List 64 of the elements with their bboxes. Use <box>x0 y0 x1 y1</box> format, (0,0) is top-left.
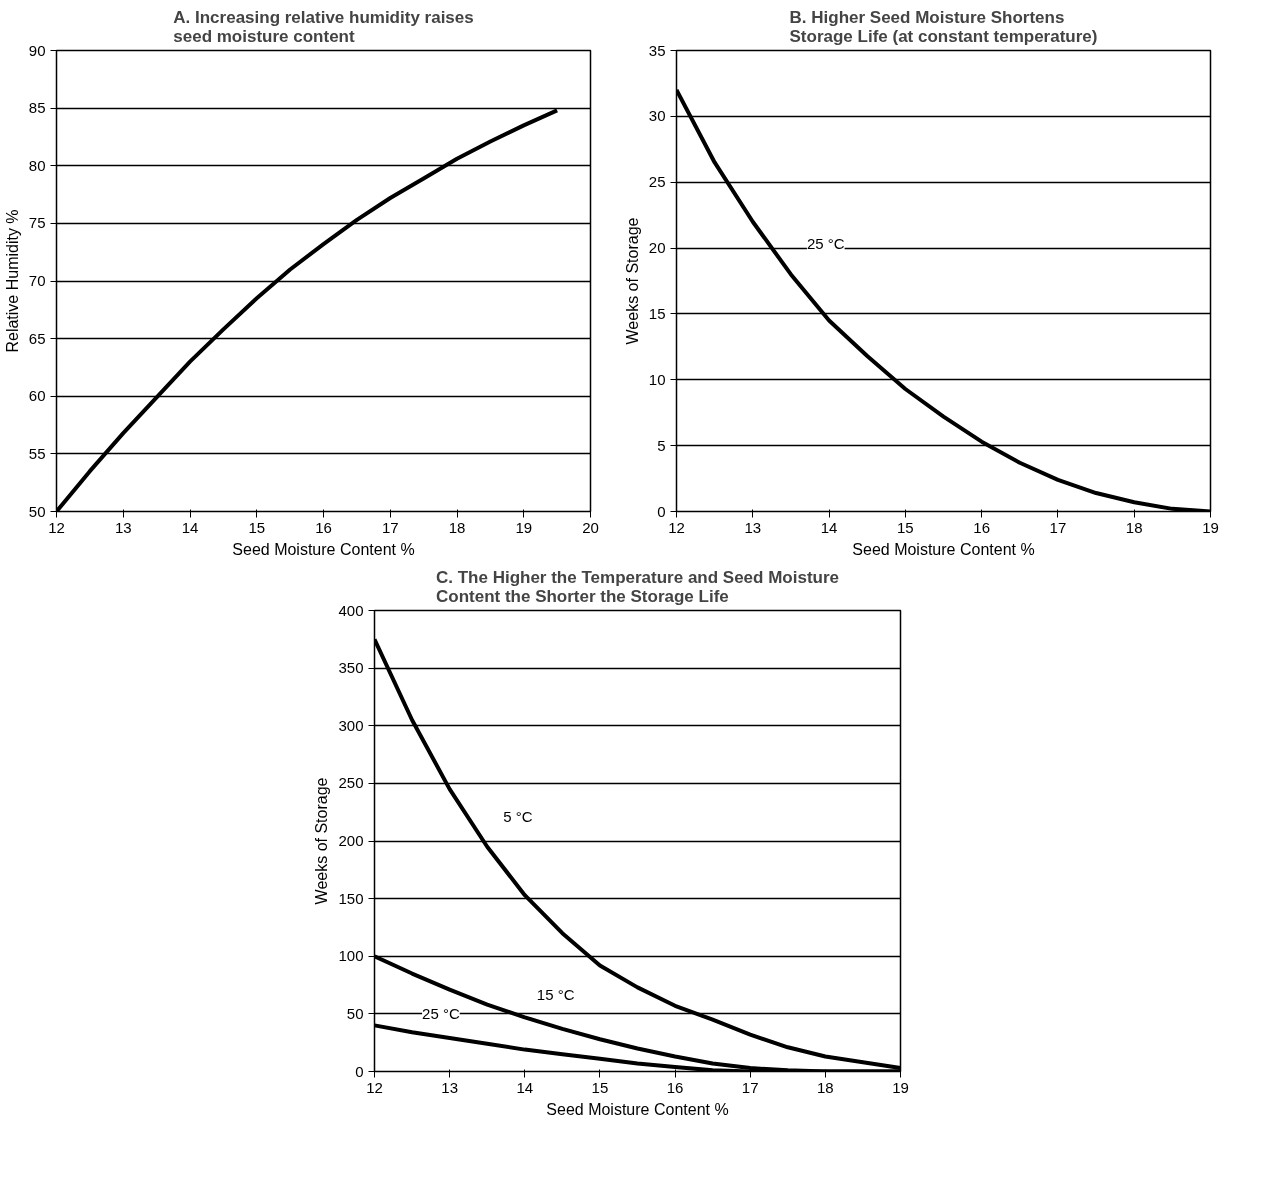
x-tick-label: 14 <box>820 518 838 536</box>
y-tick-label: 70 <box>28 272 46 289</box>
x-tick-label: 19 <box>1202 518 1219 536</box>
y-tick-label: 85 <box>28 99 46 117</box>
x-tick-label: 17 <box>1049 518 1067 536</box>
y-tick-label: 5 <box>657 436 666 454</box>
x-axis-title: Seed Moisture Content % <box>232 540 415 558</box>
series-label: 5 °C <box>503 807 533 825</box>
x-tick-label: 16 <box>973 518 990 536</box>
chart-title: C. The Higher the Temperature and Seed Moisture Content the Shorter the Storage Life <box>435 567 840 606</box>
x-axis-title: Seed Moisture Content % <box>546 1100 729 1118</box>
x-tick-label: 15 <box>248 518 266 536</box>
x-tick-label: 15 <box>591 1078 609 1096</box>
y-tick-label: 35 <box>648 41 666 59</box>
y-tick-label: 25 <box>648 173 666 191</box>
x-tick-label: 14 <box>516 1078 534 1096</box>
y-tick-label: 30 <box>648 107 666 125</box>
x-tick-label: 12 <box>366 1078 383 1096</box>
chart-title: A. Increasing relative humidity raises seed moisture content <box>173 7 474 46</box>
y-axis-title: Relative Humidity % <box>3 209 21 353</box>
y-tick-label: 60 <box>28 387 46 405</box>
x-tick-label: 13 <box>114 518 132 536</box>
x-tick-label: 13 <box>744 518 762 536</box>
x-tick-label: 20 <box>582 518 599 536</box>
x-tick-label: 19 <box>515 518 533 536</box>
x-tick-label: 18 <box>1125 518 1143 536</box>
series-label: 25 °C <box>806 235 845 253</box>
y-tick-label: 10 <box>648 370 666 388</box>
chart-title: B. Higher Seed Moisture Shortens Storage Life (at constant temperature) <box>789 7 1098 46</box>
y-tick-label: 50 <box>346 1004 364 1022</box>
y-tick-label: 150 <box>338 889 364 907</box>
x-axis-title: Seed Moisture Content % <box>852 540 1035 558</box>
y-tick-label: 20 <box>648 239 666 257</box>
x-tick-label: 12 <box>48 518 65 536</box>
x-tick-label: 19 <box>892 1078 909 1096</box>
y-tick-label: 65 <box>28 329 46 347</box>
series-label: 15 °C <box>536 986 575 1004</box>
x-tick-label: 18 <box>817 1078 834 1096</box>
x-tick-label: 12 <box>668 518 685 536</box>
x-tick-label: 16 <box>315 518 332 536</box>
y-tick-label: 0 <box>355 1062 364 1080</box>
y-tick-label: 300 <box>338 716 364 734</box>
y-axis-title: Weeks of Storage <box>313 777 331 905</box>
x-tick-label: 14 <box>181 518 199 536</box>
y-tick-label: 55 <box>28 444 46 462</box>
y-tick-label: 350 <box>338 659 364 677</box>
y-tick-label: 100 <box>338 947 364 965</box>
x-tick-label: 15 <box>897 518 914 536</box>
y-axis-title: Weeks of Storage <box>623 217 641 345</box>
series-label: 25 °C <box>422 1005 460 1023</box>
y-tick-label: 400 <box>338 601 364 619</box>
y-tick-label: 250 <box>338 774 364 792</box>
x-tick-label: 13 <box>441 1078 458 1096</box>
y-tick-label: 75 <box>28 214 46 232</box>
y-tick-label: 50 <box>28 502 46 520</box>
x-tick-label: 17 <box>741 1078 759 1096</box>
y-tick-label: 15 <box>648 304 666 322</box>
y-tick-label: 90 <box>28 41 46 59</box>
x-tick-label: 16 <box>666 1078 684 1096</box>
y-tick-label: 0 <box>657 502 666 520</box>
y-tick-label: 80 <box>28 156 46 174</box>
y-tick-label: 200 <box>338 832 364 849</box>
x-tick-label: 17 <box>381 518 399 536</box>
x-tick-label: 18 <box>448 518 466 536</box>
